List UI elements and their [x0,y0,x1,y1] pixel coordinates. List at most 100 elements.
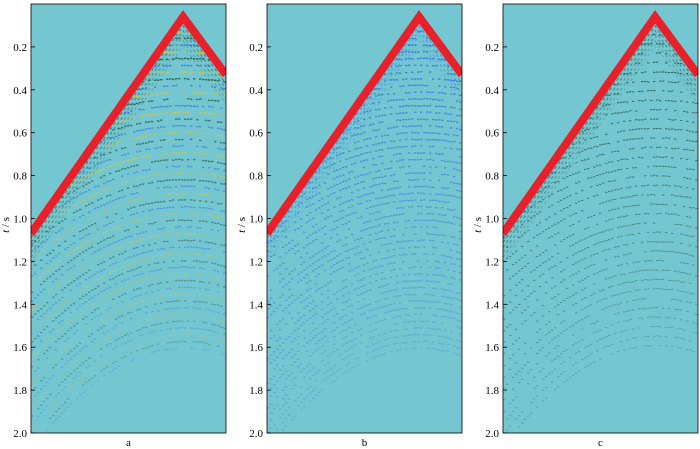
y-tick-label: 0.2 [485,42,499,54]
event-arc [33,286,226,373]
event-arc [407,37,435,40]
event-arc [33,185,226,250]
event-arc [39,212,223,278]
event-arc [634,61,689,65]
event-arc [31,266,226,351]
y-tick-label: 0.4 [13,85,27,97]
near-arrival-energy [267,34,462,253]
y-tick-label: 1.8 [485,385,499,397]
event-arc [174,37,199,40]
event-arc [503,249,695,332]
event-arc [39,252,226,326]
event-arc [378,78,462,83]
panel-background [267,4,462,433]
event-arc [398,50,444,54]
event-arc [281,246,462,312]
y-axis-label: t / s [472,217,484,233]
event-arc [31,273,220,360]
y-tick-label: 1.2 [249,256,263,268]
y-tick-label: 1.6 [485,342,499,354]
event-arc [269,259,462,340]
y-tick-label: 1.0 [249,214,263,226]
y-tick-label: 1.4 [13,299,27,311]
event-arc [335,124,462,142]
panel-label: b [362,437,368,449]
event-arc [31,293,226,384]
y-tick-label: 1.2 [485,256,499,268]
y-tick-label: 1.6 [13,342,27,354]
near-arrival-energy [31,44,226,263]
event-arc [503,241,698,320]
y-tick-label: 1.2 [13,256,27,268]
event-arc [269,306,462,398]
event-arc [31,219,226,294]
event-arc [269,192,462,258]
y-tick-label: 0.6 [249,128,263,140]
event-arc [508,212,698,280]
wavefield [267,10,462,433]
y-tick-label: 2.0 [249,428,263,440]
event-arc [267,225,462,303]
event-arc [503,316,698,413]
near-arrival-energy [267,29,462,248]
event-arc [269,320,462,414]
event-arc [31,205,226,277]
y-tick-label: 0.2 [13,42,27,54]
first-arrival-band [31,10,226,236]
event-arc [33,306,226,397]
event-arc [267,272,462,360]
y-tick-label: 1.8 [249,385,263,397]
y-tick-label: 1.0 [485,214,499,226]
event-arc [503,174,698,239]
event-arc [267,293,462,384]
event-arc [503,287,698,378]
y-tick-label: 0.8 [485,171,499,183]
event-arc [267,185,462,253]
y-tick-label: 0.8 [249,171,263,183]
event-arc [503,222,698,297]
event-arc [278,198,462,259]
near-arrival-energy [31,29,226,248]
event-arc [395,57,450,61]
near-arrival-energy [31,24,226,243]
near-arrival-energy [31,39,226,258]
y-tick-label: 1.6 [249,342,263,354]
event-arc [267,232,462,310]
event-arc [279,347,462,433]
near-arrival-energy [267,24,462,243]
near-arrival-energy [267,39,462,258]
event-arc [48,165,226,215]
event-arc [267,333,462,433]
event-arc [503,259,698,343]
y-tick-label: 0.4 [249,85,263,97]
event-arc [31,333,226,433]
event-arc [36,326,226,418]
first-arrival-band [267,10,462,236]
y-tick-label: 0.8 [13,171,27,183]
event-arc [269,299,462,389]
event-arc [267,178,462,244]
event-arc [132,91,226,98]
near-arrival-energy [503,44,698,263]
event-arc [503,231,698,309]
event-arc [269,326,462,422]
y-tick-label: 1.0 [13,214,27,226]
event-arc [547,146,695,177]
event-arc [503,298,698,389]
event-arc [278,212,462,275]
near-arrival-energy [31,34,226,253]
event-arc [275,266,462,342]
y-tick-label: 0.2 [249,42,263,54]
event-arc [323,138,462,163]
panel-background [31,4,226,433]
event-arc [506,335,698,431]
event-arc [141,77,226,83]
y-tick-label: 2.0 [13,428,27,440]
event-arc [272,286,462,370]
near-arrival-energy [503,34,698,253]
event-arc [390,64,450,68]
event-arc [156,57,211,61]
panel-label: c [598,437,603,449]
wavefield [503,10,698,431]
event-arc [503,278,698,367]
